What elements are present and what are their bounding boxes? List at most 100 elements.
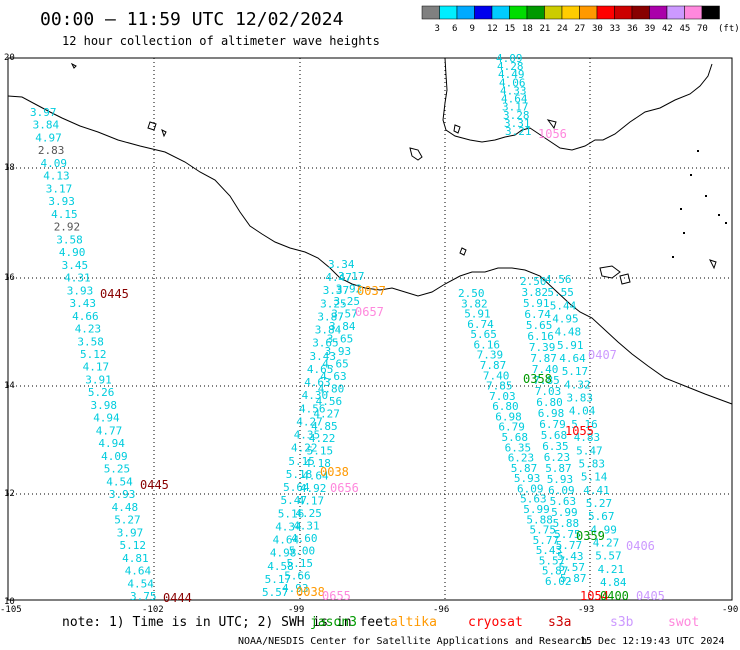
swh-value: 6.74 bbox=[524, 308, 551, 321]
swh-value: 3.82 bbox=[461, 297, 488, 310]
swh-value: 3.25 bbox=[334, 295, 361, 308]
swh-value: 3.21 bbox=[505, 125, 532, 138]
legend-tick-label: 24 bbox=[557, 24, 568, 34]
legend-tick-label: 70 bbox=[697, 24, 708, 34]
satellite-name: s3b bbox=[610, 615, 634, 630]
pass-time-label: 1056 bbox=[538, 127, 567, 141]
swh-value: 5.88 bbox=[526, 513, 553, 526]
swh-value: 5.87 bbox=[542, 565, 569, 578]
swh-value: 4.63 bbox=[320, 370, 347, 383]
swh-value: 3.84 bbox=[315, 324, 342, 337]
swh-value: 5.17 bbox=[265, 573, 292, 586]
swh-value: 2.92 bbox=[54, 221, 80, 234]
lat-label: 18 bbox=[4, 163, 15, 173]
swh-value: 5.87 bbox=[511, 462, 538, 475]
swh-value: 4.66 bbox=[72, 310, 99, 323]
legend-swatch bbox=[421, 5, 440, 20]
swh-value: 4.81 bbox=[122, 552, 149, 565]
swh-value: 3.91 bbox=[85, 374, 112, 387]
swh-value: 5.47 bbox=[281, 494, 308, 507]
pass-time-label: 0655 bbox=[322, 589, 351, 603]
swh-value: 5.57 bbox=[559, 561, 586, 574]
swh-value: 5.57 bbox=[539, 554, 566, 567]
swh-value: 5.68 bbox=[502, 431, 529, 444]
swh-value: 3.93 bbox=[48, 195, 75, 208]
swh-value: 5.18 bbox=[286, 468, 313, 481]
swh-value: 5.12 bbox=[120, 539, 147, 552]
swh-value: 5.15 bbox=[307, 445, 334, 458]
swh-value: 6.16 bbox=[474, 338, 501, 351]
pass-time-label: 0444 bbox=[163, 591, 192, 605]
swh-value: 4.33 bbox=[500, 84, 527, 97]
pass-time-label: 0037 bbox=[357, 284, 386, 298]
legend-tick-label: 33 bbox=[610, 24, 621, 34]
swh-value: 3.87 bbox=[317, 311, 344, 324]
pass-time-label: 0407 bbox=[588, 348, 617, 362]
lon-label: -90 bbox=[722, 605, 738, 615]
legend-swatch bbox=[684, 5, 703, 20]
swh-value: 5.64 bbox=[283, 481, 310, 494]
swh-value: 4.54 bbox=[106, 475, 133, 488]
swh-value: 4.90 bbox=[59, 246, 86, 259]
swh-value: 6.23 bbox=[508, 452, 535, 465]
swh-value: 7.85 bbox=[533, 374, 560, 387]
map-title: 00:00 – 11:59 UTC 12/02/2024 bbox=[40, 9, 343, 30]
swh-value: 2.50 bbox=[458, 287, 485, 300]
lat-label: 16 bbox=[4, 273, 15, 283]
swh-value: 5.87 bbox=[560, 572, 587, 585]
swh-value: 3.28 bbox=[503, 109, 530, 122]
pass-time-label: 1054 bbox=[580, 589, 609, 603]
swh-value: 4.65 bbox=[322, 357, 349, 370]
swh-value: 3.97 bbox=[117, 526, 144, 539]
satellite-name: cryosat bbox=[468, 615, 523, 630]
legend-swatch bbox=[456, 5, 475, 20]
swh-value: 7.40 bbox=[532, 363, 559, 376]
swh-value: 4.09 bbox=[496, 52, 523, 65]
swh-value: 4.65 bbox=[307, 363, 334, 376]
legend-tick-label: 30 bbox=[592, 24, 603, 34]
swh-value: 4.13 bbox=[43, 170, 69, 183]
swh-value: 4.30 bbox=[302, 389, 329, 402]
swh-value: 6.09 bbox=[517, 482, 544, 495]
legend-swatch bbox=[491, 5, 510, 20]
swh-value: 5.77 bbox=[533, 534, 560, 547]
swh-value: 4.99 bbox=[590, 523, 617, 536]
swh-value: 3.17 bbox=[46, 182, 73, 195]
swh-value: 3.57 bbox=[331, 307, 358, 320]
swh-value: 3.84 bbox=[329, 320, 356, 333]
swh-value: 5.93 bbox=[514, 472, 541, 485]
lat-label: 14 bbox=[4, 381, 15, 391]
swh-value: 6.16 bbox=[527, 330, 554, 343]
swh-value: 3.58 bbox=[77, 335, 104, 348]
legend-swatch bbox=[509, 5, 528, 20]
swh-value: 4.94 bbox=[98, 437, 125, 450]
swh-value: 4.31 bbox=[293, 520, 320, 533]
lon-label: -99 bbox=[288, 605, 304, 615]
pass-time-label: 1055 bbox=[565, 424, 594, 438]
grid-lines bbox=[8, 58, 732, 600]
swh-value: 2.50 bbox=[520, 275, 547, 288]
swh-value: 4.60 bbox=[291, 532, 318, 545]
swh-value: 7.87 bbox=[530, 352, 557, 365]
swh-value: 5.26 bbox=[88, 386, 115, 399]
swh-value: 3.92 bbox=[336, 283, 363, 296]
swh-value: 4.35 bbox=[294, 429, 321, 442]
swh-value: 3.34 bbox=[328, 258, 355, 271]
swh-value: 3.25 bbox=[320, 297, 347, 310]
swh-value: 3.93 bbox=[67, 284, 94, 297]
legend-swatch bbox=[631, 5, 650, 20]
swh-value: 4.17 bbox=[298, 495, 325, 508]
legend-swatch bbox=[649, 5, 668, 20]
swh-value: 3.98 bbox=[91, 399, 118, 412]
swh-value: 3.83 bbox=[567, 392, 594, 405]
swh-value: 6.23 bbox=[544, 451, 571, 464]
legend-tick-label: 27 bbox=[575, 24, 586, 34]
swh-value: 5.12 bbox=[80, 348, 107, 361]
swh-value: 4.56 bbox=[545, 273, 572, 286]
swh-value: 5.87 bbox=[545, 462, 572, 475]
swh-value: 2.83 bbox=[38, 144, 65, 157]
swh-value: 4.48 bbox=[112, 501, 139, 514]
lat-label: 10 bbox=[4, 597, 15, 607]
swh-value: 6.35 bbox=[542, 440, 569, 453]
